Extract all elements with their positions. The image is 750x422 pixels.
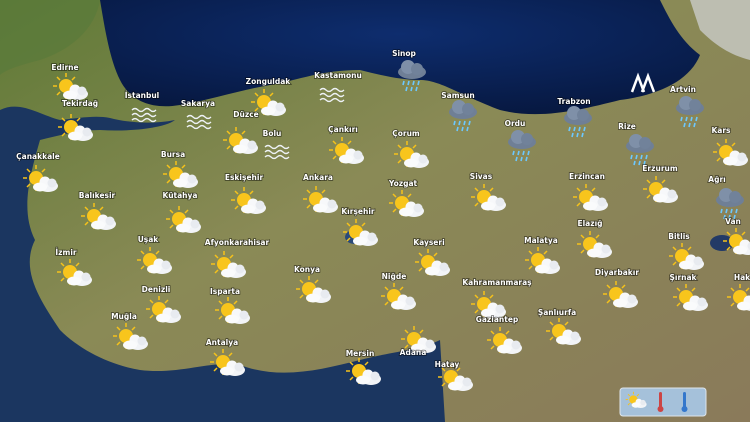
city-label: Kütahya (163, 191, 198, 200)
aa-logo (630, 72, 656, 93)
city-label: Ağrı (708, 175, 725, 184)
city-label: Diyarbakır (595, 268, 639, 277)
lake-van (710, 235, 734, 251)
black-sea (100, 0, 700, 115)
city-label: Erzincan (569, 172, 605, 181)
city-label: Çorum (392, 129, 420, 138)
city-label: Uşak (138, 235, 160, 244)
city-label: Bitlis (668, 232, 690, 241)
city-label: Hatay (435, 360, 460, 369)
city-label: Adana (400, 348, 427, 357)
city-label: Gaziantep (476, 315, 519, 324)
caucasus (690, 0, 750, 60)
city-label: Hak (734, 273, 750, 282)
city-label: Van (725, 217, 741, 226)
city-label: Balıkesir (79, 191, 116, 200)
balkans (0, 0, 100, 75)
city-label: Sivas (470, 172, 493, 181)
city-label: Konya (294, 265, 320, 274)
city-label: Sinop (392, 49, 416, 58)
city-label: Tekirdağ (62, 99, 98, 108)
mediterranean-aegean (0, 106, 445, 422)
city-label: İzmir (55, 248, 77, 257)
city-label: Antalya (206, 338, 238, 347)
city-label: Niğde (382, 272, 407, 281)
city-label: Artvin (670, 85, 696, 94)
city-label: Şanlıurfa (538, 308, 576, 317)
city-label: Muğla (111, 312, 137, 321)
city-label: Kahramanmaraş (462, 278, 532, 287)
city-label: Bursa (161, 150, 185, 159)
city-label: Elazığ (577, 219, 602, 228)
city-label: Yozgat (388, 179, 418, 188)
city-label: Samsun (441, 91, 474, 100)
city-label: Kırşehir (341, 207, 375, 216)
city-label: Kastamonu (314, 71, 362, 80)
city-label: İstanbul (125, 91, 160, 100)
city-label: Sakarya (181, 99, 215, 108)
city-label: Rize (618, 122, 636, 131)
city-label: Erzurum (642, 164, 678, 173)
city-label: Edirne (51, 63, 78, 72)
city-labels: Edirne Tekirdağ İstanbul Sakarya Zonguldak Ka… (15, 48, 750, 370)
city-label: Kayseri (413, 238, 444, 247)
city-label: Kars (711, 126, 731, 135)
city-label: Trabzon (557, 97, 590, 106)
city-label: Çankırı (328, 125, 358, 134)
city-label: Mersin (346, 349, 375, 358)
city-label: Malatya (524, 236, 558, 245)
city-label: Düzce (233, 110, 258, 119)
city-label: Isparta (210, 287, 240, 296)
city-label: Çanakkale (16, 152, 60, 161)
legend-panel (619, 387, 707, 417)
city-label: Bolu (263, 129, 282, 138)
city-label: Ordu (505, 119, 526, 128)
city-label: Eskişehir (225, 173, 264, 182)
city-label: Afyonkarahisar (205, 238, 270, 247)
city-label: Denizli (142, 285, 171, 294)
city-label: Şırnak (669, 273, 697, 282)
city-label: Zonguldak (246, 77, 292, 86)
city-label: Ankara (303, 173, 333, 182)
